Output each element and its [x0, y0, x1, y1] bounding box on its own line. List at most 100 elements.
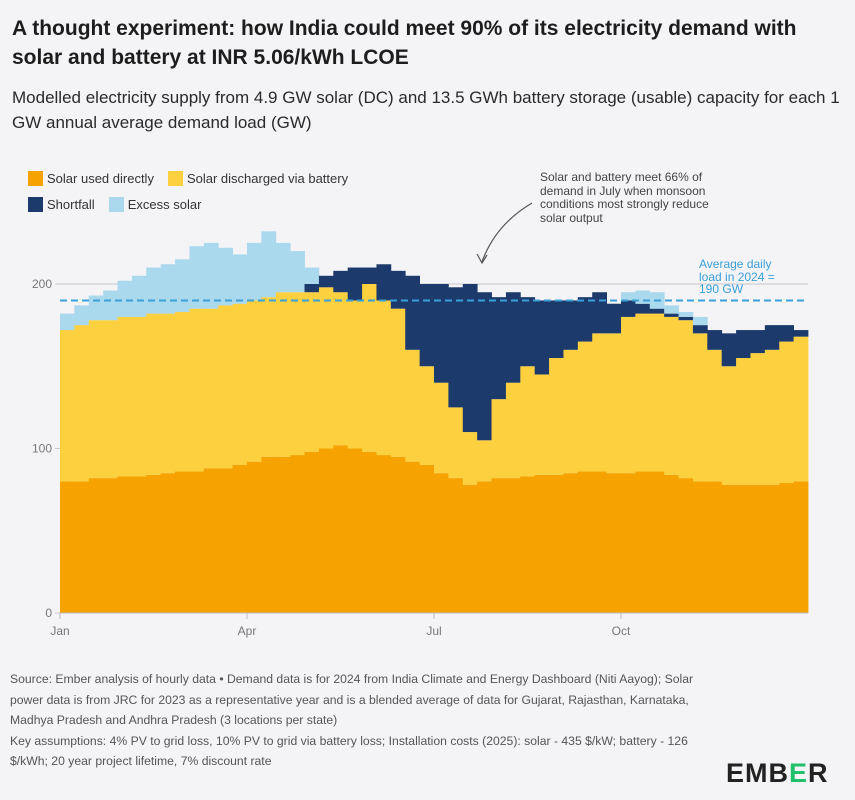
bar-solar-discharged-via-battery [520, 366, 536, 477]
legend-item-excess: Excess solar [108, 196, 202, 212]
bar-solar-used-directly [405, 461, 421, 613]
bar-solar-used-directly [376, 455, 392, 613]
bar-solar-discharged-via-battery [779, 341, 795, 484]
bar-excess-solar [189, 246, 205, 309]
bar-shortfall [448, 287, 464, 408]
legend-swatch [167, 170, 183, 186]
chart-title: A thought experiment: how India could me… [12, 17, 797, 69]
bar-shortfall [405, 275, 421, 350]
bar-solar-discharged-via-battery [304, 292, 320, 452]
bar-shortfall [793, 330, 809, 337]
bar-solar-used-directly [736, 484, 751, 613]
bar-solar-used-directly [103, 478, 118, 613]
bar-solar-used-directly [390, 456, 406, 613]
bar-solar-discharged-via-battery [621, 316, 636, 474]
bar-solar-used-directly [664, 474, 679, 613]
bar-solar-used-directly [793, 481, 809, 613]
bar-solar-used-directly [764, 484, 780, 613]
legend-swatch [108, 196, 124, 212]
bar-solar-used-directly [218, 468, 234, 613]
arrow-head-icon [476, 253, 488, 265]
bar-solar-used-directly [146, 474, 162, 613]
average-load-label: Average daily load in 2024 = 190 GW [699, 257, 775, 296]
legend-label: Excess solar [127, 196, 202, 212]
bar-shortfall [434, 284, 449, 383]
chart-plot: 0 100 200 Jan Apr Jul Oct [32, 202, 809, 638]
bar-excess-solar [88, 295, 104, 321]
bar-excess-solar [261, 231, 277, 298]
legend-swatch [28, 196, 43, 212]
bar-solar-used-directly [347, 448, 363, 613]
bar-solar-discharged-via-battery [505, 382, 521, 479]
bar-excess-solar [232, 254, 248, 304]
bar-solar-discharged-via-battery [764, 349, 780, 485]
bar-excess-solar [247, 242, 262, 301]
bar-shortfall [764, 325, 780, 350]
bar-solar-discharged-via-battery [419, 366, 435, 465]
bar-excess-solar [664, 305, 679, 314]
bar-solar-discharged-via-battery [793, 336, 809, 482]
bar-solar-discharged-via-battery [117, 316, 133, 477]
bar-solar-discharged-via-battery [261, 297, 277, 457]
bar-solar-used-directly [60, 481, 75, 613]
bar-solar-used-directly [779, 483, 795, 613]
bar-solar-discharged-via-battery [275, 292, 291, 457]
bar-solar-discharged-via-battery [491, 399, 507, 479]
bar-solar-discharged-via-battery [678, 320, 694, 479]
bar-solar-used-directly [131, 476, 147, 613]
bar-shortfall [750, 330, 766, 354]
bar-shortfall [534, 300, 550, 375]
bar-shortfall [692, 325, 708, 334]
bar-solar-used-directly [621, 473, 636, 613]
bar-shortfall [549, 300, 564, 359]
bar-solar-discharged-via-battery [175, 311, 190, 472]
bar-solar-used-directly [318, 448, 334, 613]
bar-solar-discharged-via-battery [218, 305, 234, 469]
bar-solar-used-directly [160, 473, 176, 613]
bar-solar-used-directly [692, 481, 708, 613]
legend-item-battery: Solar discharged via battery [167, 170, 349, 186]
legend-item-direct: Solar used directly [28, 170, 154, 186]
bar-solar-used-directly [419, 464, 435, 613]
bar-shortfall [491, 297, 507, 400]
bar-solar-used-directly [261, 456, 277, 613]
ember-logo: EMBER [726, 758, 829, 788]
bar-shortfall [304, 284, 320, 293]
bar-shortfall [779, 325, 795, 342]
bar-solar-discharged-via-battery [721, 366, 737, 485]
bar-excess-solar [146, 267, 162, 314]
bar-solar-discharged-via-battery [232, 303, 248, 465]
bar-solar-discharged-via-battery [592, 333, 608, 472]
bar-solar-discharged-via-battery [549, 358, 564, 475]
bar-solar-discharged-via-battery [103, 320, 118, 479]
bar-shortfall [664, 313, 679, 317]
bar-solar-used-directly [232, 464, 248, 613]
x-tick-label: Oct [612, 624, 631, 638]
assumptions-note: Key assumptions: 4% PV to grid loss, 10%… [10, 733, 688, 769]
bar-excess-solar [103, 290, 118, 321]
bar-solar-used-directly [275, 456, 291, 613]
legend-label: Solar discharged via battery [186, 170, 349, 186]
bar-solar-discharged-via-battery [160, 313, 176, 474]
bar-solar-discharged-via-battery [131, 316, 147, 477]
x-tick-label: Jan [50, 624, 69, 638]
bar-excess-solar [160, 264, 176, 314]
legend-swatch [28, 170, 43, 186]
y-tick-label: 0 [45, 606, 52, 620]
bar-solar-used-directly [175, 471, 190, 613]
bar-solar-used-directly [477, 481, 492, 613]
bar-shortfall [362, 267, 377, 284]
bar-solar-discharged-via-battery [290, 292, 305, 456]
bar-shortfall [577, 297, 593, 342]
bar-shortfall [563, 300, 579, 350]
x-tick-label: Apr [238, 624, 257, 638]
bar-excess-solar [117, 280, 133, 317]
bar-solar-used-directly [247, 461, 262, 613]
bar-solar-used-directly [606, 473, 622, 613]
bar-solar-used-directly [678, 478, 694, 613]
bar-excess-solar [74, 305, 90, 326]
bar-solar-discharged-via-battery [707, 349, 723, 482]
bar-solar-discharged-via-battery [534, 374, 550, 475]
bar-solar-used-directly [362, 451, 377, 613]
